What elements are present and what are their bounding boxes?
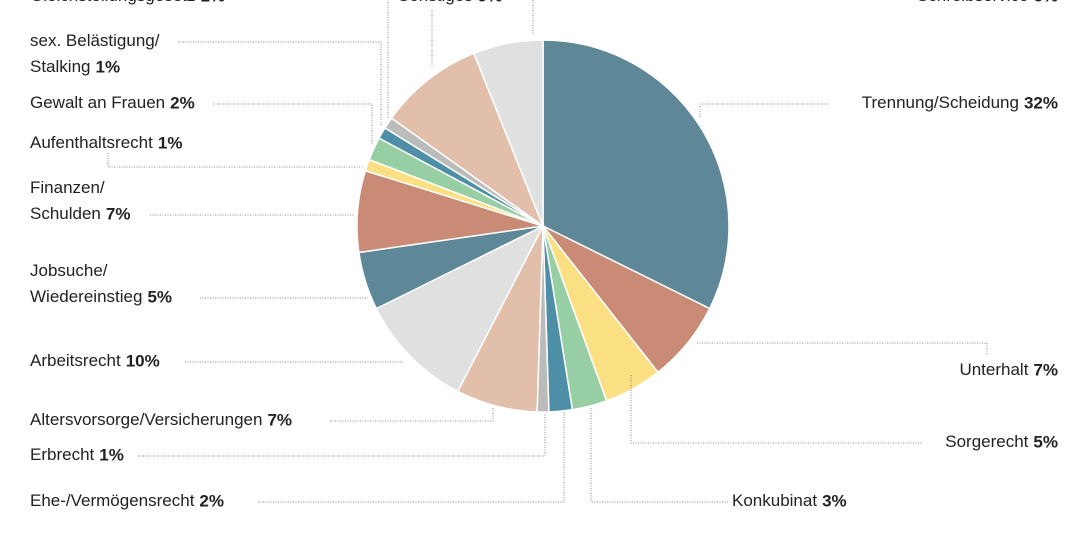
leader-line: [213, 103, 373, 145]
leader-line: [258, 412, 565, 503]
slice-label: Sonstiges: [398, 0, 473, 5]
slice-percent: 7%: [106, 204, 131, 223]
slice-label: Ehe-/Vermögensrecht: [30, 491, 195, 510]
leader-line: [590, 408, 728, 503]
slice-label: Aufenthaltsrecht: [30, 133, 153, 152]
slice-percent: 9%: [478, 0, 503, 5]
slice-label: Altersvorsorge/Versicherungen: [30, 410, 262, 429]
leader-line: [107, 153, 362, 168]
pie-slice: [542, 39, 730, 310]
leader-line: [387, 0, 389, 118]
slice-label: Sorgerecht: [945, 432, 1028, 451]
slice-percent: 3%: [822, 491, 847, 510]
slice-label: Gleichstellungsgesetz: [30, 0, 195, 5]
slice-percent: 5%: [147, 287, 172, 306]
slice-percent: 2%: [199, 491, 224, 510]
slice-percent: 32%: [1024, 93, 1058, 112]
leader-line: [138, 413, 546, 457]
slice-percent: 1%: [99, 445, 124, 464]
leader-line: [178, 41, 382, 125]
slice-percent: 7%: [1033, 360, 1058, 379]
leader-line: [330, 408, 494, 422]
leader-line: [630, 375, 922, 444]
slice-label: Unterhalt: [959, 360, 1028, 379]
slice-percent: 6%: [1033, 0, 1058, 5]
pie-slice: [472, 39, 544, 227]
slice-percent: 1%: [95, 57, 120, 76]
leader-line: [697, 342, 988, 355]
slice-percent: 2%: [170, 93, 195, 112]
slice-label: Konkubinat: [732, 491, 817, 510]
leader-line: [699, 103, 828, 118]
slice-label: Finanzen/Schulden: [30, 178, 105, 223]
slice-label: Jobsuche/Wiedereinstieg: [30, 261, 142, 306]
slice-label: Erbrecht: [30, 445, 95, 464]
pie-slice: [375, 224, 545, 393]
pie: [356, 39, 730, 413]
slice-label: Arbeitsrecht: [30, 351, 121, 370]
slice-percent: 5%: [1033, 432, 1058, 451]
slice-label: sex. Belästigung/Stalking: [30, 31, 160, 76]
slice-percent: 1%: [200, 0, 225, 5]
slice-label: Schreibservice: [917, 0, 1029, 5]
slice-percent: 1%: [158, 133, 183, 152]
slice-label: Trennung/Scheidung: [862, 93, 1019, 112]
slice-label: Gewalt an Frauen: [30, 93, 165, 112]
slice-percent: 7%: [267, 410, 292, 429]
pie-slice: [390, 52, 545, 229]
slice-percent: 10%: [126, 351, 160, 370]
